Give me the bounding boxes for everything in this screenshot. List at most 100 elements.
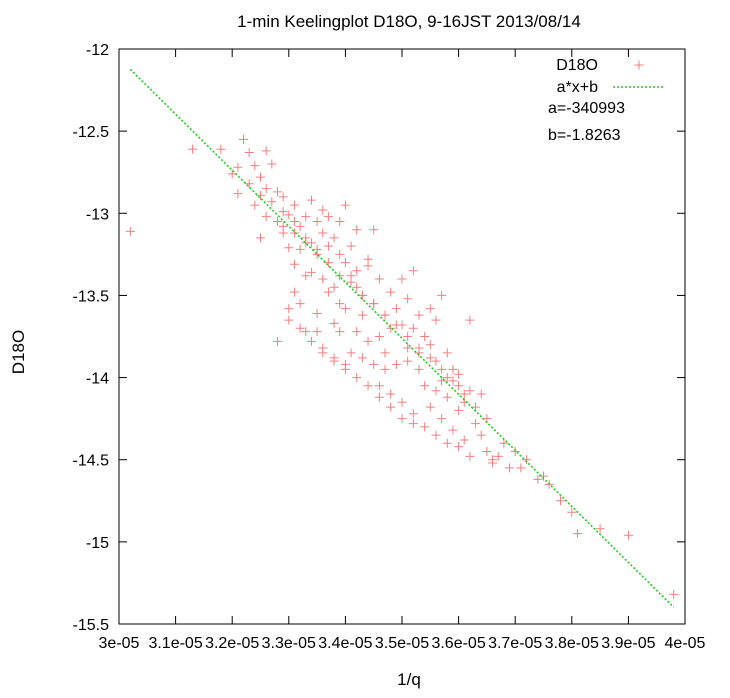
- x-axis-label: 1/q: [397, 670, 421, 689]
- d18o-point: [408, 409, 418, 419]
- d18o-point: [233, 189, 243, 199]
- d18o-point: [272, 217, 282, 226]
- legend-mark-d18o: [634, 60, 644, 70]
- d18o-point: [425, 402, 435, 412]
- d18o-point: [454, 369, 464, 379]
- d18o-point: [329, 282, 339, 292]
- d18o-point: [669, 589, 679, 599]
- d18o-point: [278, 192, 288, 202]
- d18o-point: [306, 195, 316, 205]
- legend-label-d18o: D18O: [556, 57, 598, 74]
- d18o-point: [363, 381, 373, 391]
- d18o-point: [380, 348, 390, 358]
- d18o-point: [493, 451, 503, 461]
- d18o-point: [340, 200, 350, 210]
- d18o-point: [256, 190, 265, 200]
- d18o-point: [352, 373, 362, 383]
- d18o-point: [397, 397, 407, 407]
- d18o-point: [408, 419, 418, 429]
- d18o-point: [329, 353, 339, 363]
- d18o-point: [465, 315, 475, 325]
- d18o-point: [459, 389, 469, 399]
- d18o-point: [425, 304, 435, 314]
- d18o-point: [301, 327, 311, 337]
- d18o-point: [295, 323, 305, 333]
- d18o-point: [386, 389, 396, 399]
- y-tick-label: -15: [86, 535, 109, 552]
- d18o-point: [346, 348, 356, 358]
- d18o-point: [244, 148, 254, 157]
- d18o-point: [448, 376, 458, 386]
- d18o-point: [267, 197, 277, 207]
- d18o-point: [425, 340, 435, 350]
- x-tick-label: 3.7e-05: [488, 635, 542, 652]
- x-tick-label: 3.6e-05: [431, 635, 485, 652]
- d18o-point: [289, 287, 299, 297]
- d18o-point: [340, 258, 350, 268]
- d18o-point: [335, 327, 345, 337]
- d18o-point: [567, 507, 577, 517]
- d18o-point: [454, 405, 464, 415]
- d18o-point: [369, 225, 379, 235]
- d18o-point: [414, 348, 424, 358]
- x-axis: 3e-05 3.1e-05 3.2e-05 3.3e-05 3.4e-05 3.5e-05…: [99, 49, 706, 652]
- d18o-point: [352, 225, 362, 235]
- d18o-point: [295, 221, 305, 231]
- d18o-point: [272, 336, 282, 346]
- d18o-point: [256, 233, 265, 243]
- d18o-point: [357, 310, 367, 320]
- d18o-point: [374, 392, 384, 402]
- d18o-point: [476, 430, 486, 440]
- x-tick-label: 3.2e-05: [205, 635, 259, 652]
- d18o-point: [369, 359, 379, 369]
- d18o-point: [505, 463, 515, 473]
- d18o-point: [442, 373, 452, 383]
- d18o-point: [522, 455, 532, 465]
- d18o-point: [437, 414, 447, 424]
- d18o-point: [289, 228, 299, 238]
- y-axis: -12 -12.5 -13 -13.5 -14 -14.5 -15 -15.5: [73, 42, 685, 634]
- d18o-point: [425, 353, 435, 363]
- d18o-point: [335, 299, 345, 309]
- x-tick-label: 3.1e-05: [148, 635, 202, 652]
- d18o-point: [318, 343, 328, 353]
- d18o-point: [420, 332, 430, 341]
- d18o-point: [448, 364, 458, 374]
- d18o-point: [516, 463, 526, 473]
- d18o-point: [295, 299, 305, 309]
- d18o-point: [289, 200, 299, 210]
- d18o-point: [414, 310, 424, 320]
- d18o-point: [499, 438, 509, 448]
- d18o-point: [323, 241, 333, 251]
- d18o-point: [442, 348, 452, 358]
- d18o-point: [233, 162, 243, 172]
- d18o-point: [312, 327, 322, 337]
- d18o-point: [363, 336, 373, 346]
- d18o-point: [312, 244, 322, 254]
- d18o-point: [318, 228, 328, 238]
- d18o-point: [403, 343, 413, 353]
- d18o-point: [261, 146, 271, 156]
- d18o-point: [352, 266, 362, 276]
- d18o-point: [408, 323, 418, 333]
- d18o-point: [369, 299, 379, 309]
- y-tick-label: -13: [86, 206, 109, 223]
- y-tick-label: -13.5: [73, 288, 110, 305]
- d18o-point: [386, 402, 396, 412]
- d18o-point: [352, 282, 362, 292]
- d18o-point: [323, 212, 333, 222]
- legend-plus-mark: [634, 60, 644, 70]
- y-tick-label: -14.5: [73, 453, 110, 470]
- d18o-point: [335, 249, 345, 259]
- d18o-point: [312, 309, 322, 318]
- d18o-point: [306, 336, 316, 346]
- d18o-point: [380, 310, 390, 320]
- d18o-point: [278, 221, 288, 231]
- d18o-point: [340, 359, 350, 369]
- d18o-point: [431, 356, 441, 366]
- d18o-point: [448, 425, 458, 435]
- d18o-point: [374, 274, 384, 284]
- d18o-point: [301, 212, 311, 222]
- d18o-point: [420, 381, 430, 391]
